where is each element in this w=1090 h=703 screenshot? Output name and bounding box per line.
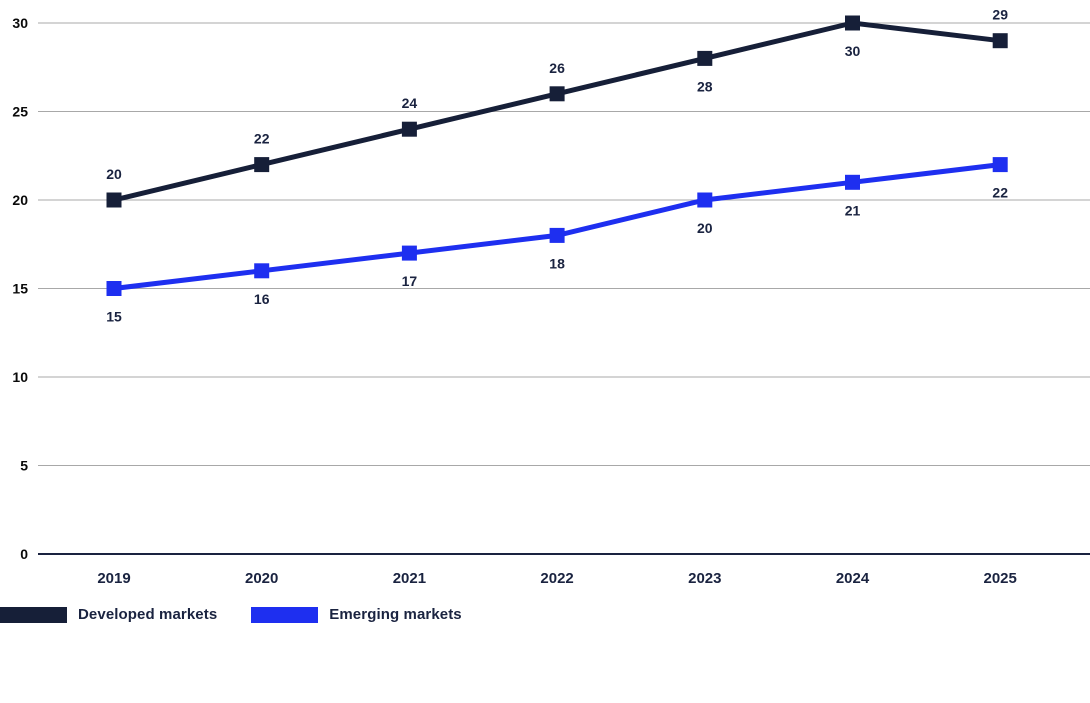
legend-swatch-emerging-markets (251, 606, 319, 623)
marker-emerging-markets-2022 (549, 227, 565, 243)
marker-emerging-markets-2024 (845, 174, 860, 190)
value-label-emerging-markets-2021: 17 (402, 273, 418, 289)
marker-developed-markets-2025 (992, 33, 1008, 49)
value-label-emerging-markets-2025: 22 (992, 185, 1008, 201)
legend-label-emerging-markets: Emerging markets (329, 606, 462, 623)
y-tick-label-5: 5 (20, 458, 28, 474)
x-tick-label-2025: 2025 (984, 570, 1017, 587)
x-tick-label-2019: 2019 (97, 570, 130, 587)
value-label-emerging-markets-2019: 15 (106, 309, 122, 325)
y-tick-label-25: 25 (12, 104, 28, 120)
marker-emerging-markets-2025 (992, 157, 1008, 173)
y-tick-label-20: 20 (12, 192, 28, 208)
x-tick-label-2021: 2021 (393, 570, 426, 587)
marker-developed-markets-2020 (254, 157, 270, 173)
value-label-developed-markets-2021: 24 (402, 95, 418, 111)
marker-developed-markets-2023 (697, 50, 713, 66)
marker-emerging-markets-2023 (697, 192, 713, 208)
value-label-developed-markets-2023: 28 (697, 78, 713, 94)
y-tick-label-15: 15 (12, 281, 28, 297)
marker-developed-markets-2019 (106, 192, 122, 208)
marker-emerging-markets-2021 (401, 245, 417, 261)
x-tick-label-2020: 2020 (245, 570, 278, 587)
legend-item-developed-markets: Developed markets (0, 606, 217, 623)
legend: Developed markets Emerging markets (0, 606, 462, 623)
value-label-emerging-markets-2023: 20 (697, 220, 713, 236)
value-label-developed-markets-2020: 22 (254, 131, 270, 147)
y-tick-label-10: 10 (12, 369, 28, 385)
x-tick-label-2023: 2023 (688, 570, 721, 587)
value-label-developed-markets-2025: 29 (992, 7, 1008, 23)
marker-emerging-markets-2019 (106, 281, 122, 296)
x-tick-label-2024: 2024 (836, 570, 870, 587)
x-tick-label-2022: 2022 (540, 570, 573, 587)
marker-developed-markets-2024 (845, 15, 860, 31)
value-label-emerging-markets-2022: 18 (549, 255, 565, 271)
value-label-developed-markets-2022: 26 (549, 60, 565, 76)
legend-swatch-developed-markets (0, 606, 67, 623)
value-label-developed-markets-2024: 30 (845, 43, 861, 59)
y-tick-label-0: 0 (20, 546, 28, 562)
value-label-emerging-markets-2020: 16 (254, 291, 270, 307)
value-label-developed-markets-2019: 20 (106, 166, 122, 182)
value-label-emerging-markets-2024: 21 (845, 202, 861, 218)
marker-developed-markets-2021 (401, 121, 417, 137)
marker-emerging-markets-2020 (254, 263, 270, 279)
y-tick-label-30: 30 (12, 15, 28, 31)
legend-item-emerging-markets: Emerging markets (251, 606, 462, 623)
legend-label-developed-markets: Developed markets (78, 606, 218, 623)
marker-developed-markets-2022 (549, 86, 565, 102)
